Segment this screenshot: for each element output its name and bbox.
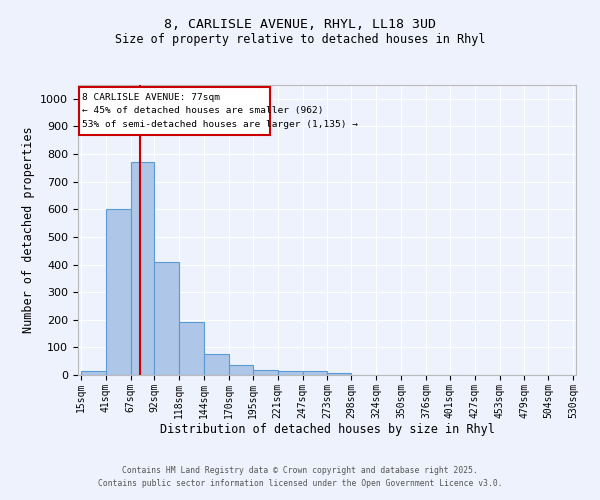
Bar xyxy=(81,371,106,375)
Bar xyxy=(131,162,154,375)
Bar xyxy=(229,364,253,375)
Bar xyxy=(302,372,328,375)
Bar xyxy=(278,372,302,375)
Bar xyxy=(328,373,352,375)
Y-axis label: Number of detached properties: Number of detached properties xyxy=(22,126,35,334)
Bar xyxy=(106,210,131,375)
Bar xyxy=(154,262,179,375)
Text: Contains HM Land Registry data © Crown copyright and database right 2025.
Contai: Contains HM Land Registry data © Crown c… xyxy=(98,466,502,487)
Bar xyxy=(204,354,229,375)
X-axis label: Distribution of detached houses by size in Rhyl: Distribution of detached houses by size … xyxy=(160,424,494,436)
Bar xyxy=(253,370,278,375)
Text: 8 CARLISLE AVENUE: 77sqm
← 45% of detached houses are smaller (962)
53% of semi-: 8 CARLISLE AVENUE: 77sqm ← 45% of detach… xyxy=(82,94,358,128)
FancyBboxPatch shape xyxy=(79,87,270,134)
Text: 8, CARLISLE AVENUE, RHYL, LL18 3UD: 8, CARLISLE AVENUE, RHYL, LL18 3UD xyxy=(164,18,436,30)
Text: Size of property relative to detached houses in Rhyl: Size of property relative to detached ho… xyxy=(115,32,485,46)
Bar xyxy=(179,322,204,375)
